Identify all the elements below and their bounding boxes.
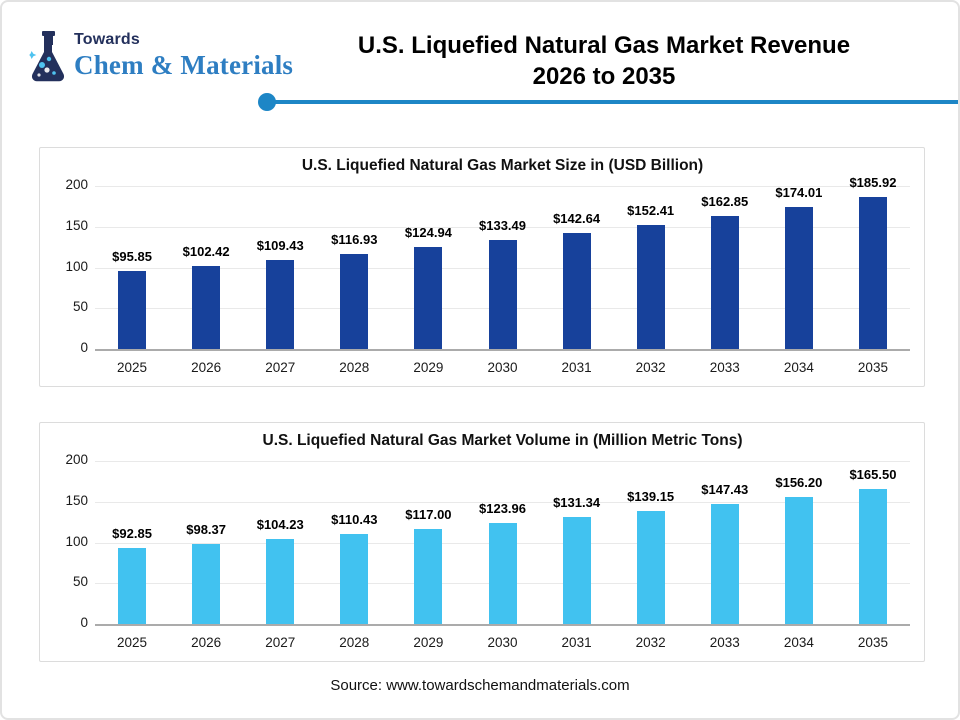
y-tick-label: 100 <box>65 533 88 549</box>
y-tick-label: 200 <box>65 452 88 467</box>
bar-2028 <box>340 533 369 624</box>
brand-logo: Towards Chem & Materials <box>28 29 293 83</box>
x-tick-label: 2032 <box>635 360 666 375</box>
y-tick-label: 0 <box>80 340 88 355</box>
x-tick-label: 2035 <box>857 635 888 650</box>
bar-value-label: $116.93 <box>331 231 378 247</box>
bar-value-label: $110.43 <box>331 511 378 527</box>
market-size-chart-panel: U.S. Liquefied Natural Gas Market Size i… <box>39 147 925 387</box>
x-tick-label: 2030 <box>487 360 518 375</box>
bar-2029 <box>414 528 443 624</box>
bar-2027 <box>266 539 295 624</box>
bar-2035 <box>858 197 887 349</box>
x-tick-label: 2031 <box>561 635 592 650</box>
logo-towards-text: Towards <box>74 31 141 48</box>
x-tick-label: 2025 <box>117 635 148 650</box>
bar-2034 <box>784 207 813 349</box>
bar-value-label: $156.20 <box>775 474 823 490</box>
bar-2025 <box>118 548 147 624</box>
flask-icon <box>28 29 68 83</box>
gridline <box>95 186 910 187</box>
bar-value-label: $152.41 <box>627 202 675 218</box>
bar-2026 <box>192 543 221 624</box>
market-volume-chart-panel: U.S. Liquefied Natural Gas Market Volume… <box>39 422 925 662</box>
bar-2031 <box>562 232 591 349</box>
bar-value-label: $109.43 <box>256 237 304 253</box>
x-axis-line <box>95 624 910 626</box>
header-divider-line <box>258 93 958 111</box>
x-tick-label: 2031 <box>561 360 592 375</box>
x-tick-label: 2034 <box>783 360 814 375</box>
bar-value-label: $102.42 <box>182 243 230 259</box>
x-tick-label: 2028 <box>339 635 370 650</box>
x-tick-label: 2025 <box>117 360 148 375</box>
bar-value-label: $123.96 <box>479 500 526 516</box>
bar-value-label: $142.64 <box>553 210 601 226</box>
bar-2027 <box>266 259 295 349</box>
source-text: Source: www.towardschemandmaterials.com <box>330 677 630 694</box>
y-tick-label: 50 <box>72 299 88 315</box>
plot-area: $95.85 2025 $102.42 2026 $109.43 2027 $116.93 2… <box>95 148 910 388</box>
chart-title: U.S. Liquefied Natural Gas Market Volume… <box>262 432 743 449</box>
bar-value-label: $131.34 <box>553 494 601 510</box>
x-tick-label: 2034 <box>783 635 814 650</box>
bar-value-label: $139.15 <box>627 488 675 504</box>
x-tick-label: 2035 <box>857 360 888 375</box>
bar-2034 <box>784 496 813 624</box>
bar-2025 <box>118 270 147 349</box>
bar-2035 <box>858 489 887 624</box>
y-tick-label: 200 <box>65 177 88 192</box>
bar-value-label: $117.00 <box>405 506 452 522</box>
bar-value-label: $98.37 <box>186 521 226 537</box>
x-tick-label: 2026 <box>191 635 222 650</box>
bar-2029 <box>414 247 443 349</box>
bar-2026 <box>192 265 221 349</box>
bar-2030 <box>488 240 517 349</box>
x-tick-label: 2029 <box>413 635 444 650</box>
gridline <box>95 226 910 228</box>
x-tick-label: 2028 <box>339 360 370 375</box>
page-title-line1: U.S. Liquefied Natural Gas Market Revenu… <box>357 32 851 59</box>
x-tick-label: 2027 <box>265 360 296 375</box>
bar-2033 <box>710 216 739 349</box>
x-tick-label: 2033 <box>709 635 740 650</box>
gridline <box>95 501 910 503</box>
plot-area: $92.85 2025 $98.37 2026 $104.23 2027 $110.43 20… <box>95 423 910 663</box>
y-tick-label: 150 <box>65 217 88 233</box>
divider-dot <box>258 93 276 111</box>
bar-value-label: $133.49 <box>479 218 526 234</box>
bar-value-label: $104.23 <box>256 517 304 533</box>
y-tick-label: 0 <box>80 615 88 630</box>
x-tick-label: 2027 <box>265 635 296 650</box>
bar-value-label: $124.94 <box>404 225 452 241</box>
bar-2031 <box>562 516 591 624</box>
bar-2028 <box>340 253 369 349</box>
bar-value-label: $165.50 <box>849 467 897 483</box>
gridline <box>95 461 910 462</box>
bar-value-label: $174.01 <box>775 185 823 201</box>
logo-brand-text: Chem & Materials <box>74 50 294 80</box>
page-title: U.S. Liquefied Natural Gas Market Revenu… <box>282 30 926 92</box>
bar-2032 <box>636 510 665 624</box>
bar-value-label: $162.85 <box>701 194 749 210</box>
x-tick-label: 2030 <box>487 635 518 650</box>
page-title-line2: 2026 to 2035 <box>532 63 676 90</box>
bar-2032 <box>636 224 665 349</box>
bar-value-label: $147.43 <box>701 481 749 497</box>
x-tick-label: 2026 <box>191 360 222 375</box>
y-tick-label: 150 <box>65 492 88 508</box>
bar-value-label: $92.85 <box>112 526 152 542</box>
bar-value-label: $95.85 <box>112 248 152 264</box>
bar-2030 <box>488 522 517 624</box>
x-axis-line <box>95 349 910 351</box>
x-tick-label: 2032 <box>635 635 666 650</box>
y-tick-label: 100 <box>65 258 88 274</box>
bar-2033 <box>710 503 739 624</box>
chart-title: U.S. Liquefied Natural Gas Market Size i… <box>301 157 704 174</box>
x-tick-label: 2033 <box>709 360 740 375</box>
bar-value-label: $185.92 <box>849 175 897 191</box>
y-tick-label: 50 <box>72 574 88 590</box>
x-tick-label: 2029 <box>413 360 444 375</box>
